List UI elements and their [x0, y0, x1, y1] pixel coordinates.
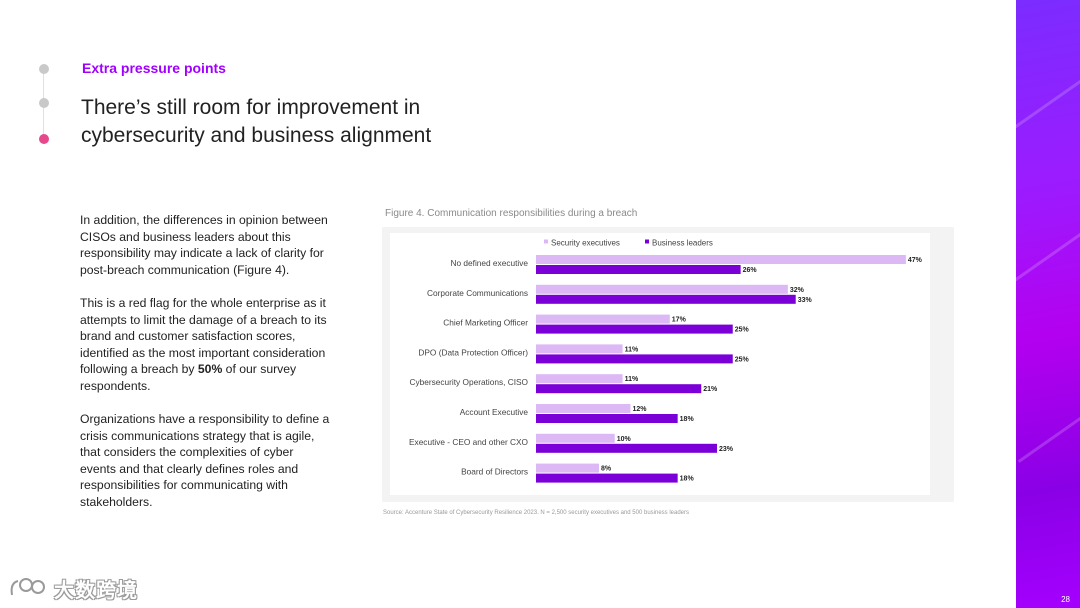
body-paragraph-3: Organizations have a responsibility to d… [80, 412, 330, 509]
watermark: 大数跨境 [8, 574, 138, 602]
category-label: DPO (Data Protection Officer) [418, 347, 528, 357]
body-paragraph-2-end: of our survey respondents. [80, 362, 297, 393]
band-streak [1016, 210, 1080, 293]
chart-panel: Security executives Business leaders No de… [382, 227, 954, 502]
legend-swatch-1 [544, 239, 548, 244]
data-label: 32% [790, 287, 805, 294]
bar-business [536, 354, 733, 364]
bar-business [536, 473, 678, 483]
data-label: 8% [601, 466, 612, 473]
bar-business [536, 265, 741, 274]
body-paragraph-2: This is a red flag for the whole enterpr… [80, 295, 330, 394]
category-label: Executive - CEO and other CXO [409, 437, 529, 447]
band-streak [1016, 50, 1080, 133]
data-label: 17% [672, 317, 687, 324]
category-label: Chief Marketing Officer [443, 318, 528, 328]
category-label: Board of Directors [461, 467, 528, 477]
category-label: Cybersecurity Operations, CISO [409, 377, 528, 387]
category-label: Account Executive [460, 407, 529, 417]
bar-business [536, 324, 733, 334]
body-paragraph-1: In addition, the differences in opinion … [80, 213, 328, 277]
body-highlight-stat: 50% [197, 362, 223, 376]
page-number: 28 [1061, 595, 1070, 604]
decorative-gradient-band: 28 [1016, 0, 1080, 608]
body-paragraph-2-start: This is a red flag for the whole enterpr… [80, 296, 327, 376]
data-label: 25% [735, 327, 750, 334]
data-label: 12% [632, 406, 647, 413]
progress-dot-2 [39, 98, 49, 108]
watermark-text: 大数跨境 [54, 579, 138, 602]
data-label: 10% [617, 436, 632, 443]
bar-business [536, 443, 718, 453]
bar-security [536, 374, 623, 384]
watermark-logo-icon [10, 578, 45, 596]
data-label: 26% [743, 267, 758, 274]
legend-label-1: Security executives [551, 239, 620, 248]
bar-chart: Security executives Business leaders No de… [390, 233, 930, 495]
category-label: No defined executive [451, 258, 529, 268]
figure-caption: Figure 4. Communication responsibilities… [385, 208, 638, 219]
legend-swatch-2 [645, 239, 649, 244]
bar-business [536, 384, 702, 394]
source-note: Source: Accenture State of Cybersecurity… [383, 510, 690, 516]
progress-dot-1 [39, 64, 49, 74]
section-eyebrow: Extra pressure points [82, 60, 226, 76]
bar-business [536, 294, 796, 304]
bar-business [536, 414, 678, 423]
bar-security [536, 255, 906, 264]
data-label: 11% [625, 346, 639, 353]
data-label: 33% [798, 297, 813, 304]
page-title: There’s still room for improvement in cy… [81, 96, 432, 147]
data-label: 18% [680, 416, 695, 423]
bar-security [536, 463, 599, 473]
band-streak [1017, 380, 1080, 463]
bar-security [536, 433, 615, 443]
bar-security [536, 284, 788, 294]
bar-security [536, 344, 623, 354]
progress-dot-active [39, 134, 49, 144]
bar-security [536, 314, 670, 324]
data-label: 47% [908, 257, 923, 264]
legend-label-2: Business leaders [652, 239, 713, 248]
data-label: 23% [719, 446, 734, 453]
body-text: In addition, the differences in opinion … [80, 212, 330, 527]
data-label: 21% [703, 386, 718, 393]
data-label: 25% [735, 356, 750, 363]
data-label: 18% [680, 476, 695, 483]
category-label: Corporate Communications [427, 288, 528, 298]
bar-security [536, 404, 631, 413]
progress-dots [38, 62, 50, 144]
data-label: 11% [625, 376, 639, 383]
